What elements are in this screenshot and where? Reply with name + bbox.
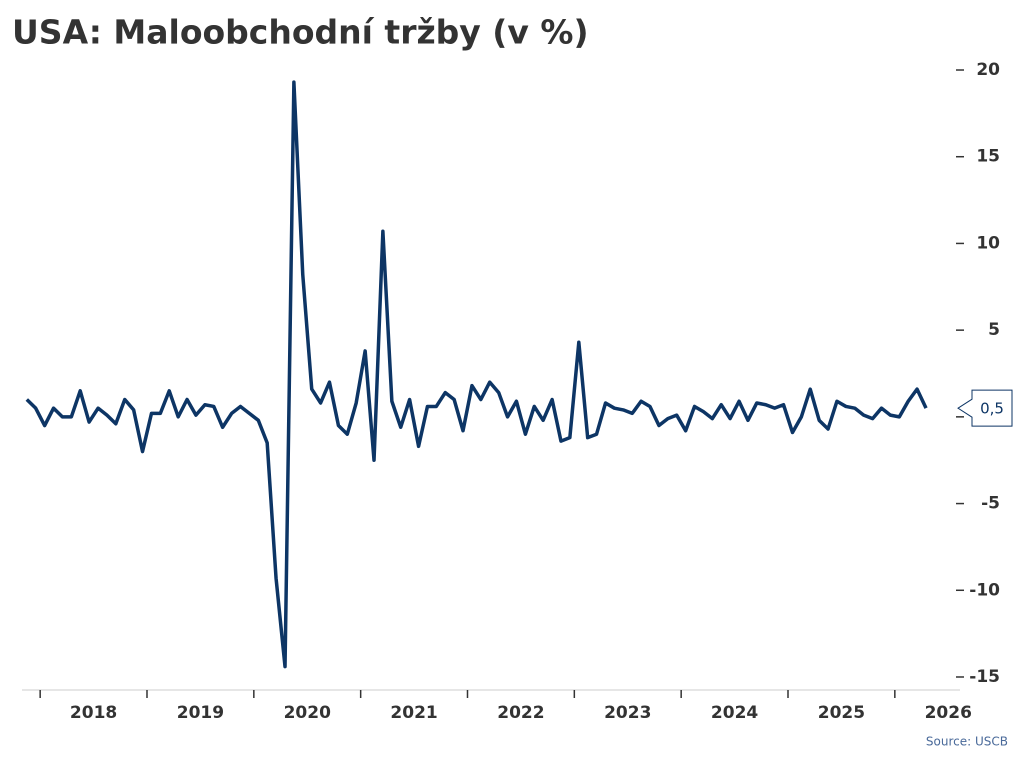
x-tick-label: 2020 xyxy=(284,703,331,723)
callout-box xyxy=(957,389,1013,427)
y-tick-label: -10 xyxy=(969,580,1000,600)
x-tick-label: 2024 xyxy=(711,703,758,723)
x-tick-label: 2023 xyxy=(604,703,651,723)
y-tick-label: 5 xyxy=(988,320,1000,340)
data-line xyxy=(25,80,928,669)
y-tick-label: 15 xyxy=(976,147,1000,167)
source: Source: USCB xyxy=(926,735,1008,749)
x-tick-label: 2026 xyxy=(925,703,972,723)
x-tick-label: 2019 xyxy=(177,703,224,723)
x-tick-label: 2022 xyxy=(497,703,544,723)
x-tick-label: 2021 xyxy=(390,703,437,723)
y-tick-label: -5 xyxy=(981,494,1000,514)
x-tick-label: 2025 xyxy=(818,703,865,723)
y-tick-label: 10 xyxy=(976,233,1000,253)
y-tick-label: -15 xyxy=(969,667,1000,687)
value-label: 0,5 xyxy=(980,400,1004,418)
chart-title: USA: Maloobchodní tržby (v %) xyxy=(12,13,589,52)
x-tick-label: 2018 xyxy=(70,703,117,723)
y-tick-label: 20 xyxy=(976,60,1000,80)
